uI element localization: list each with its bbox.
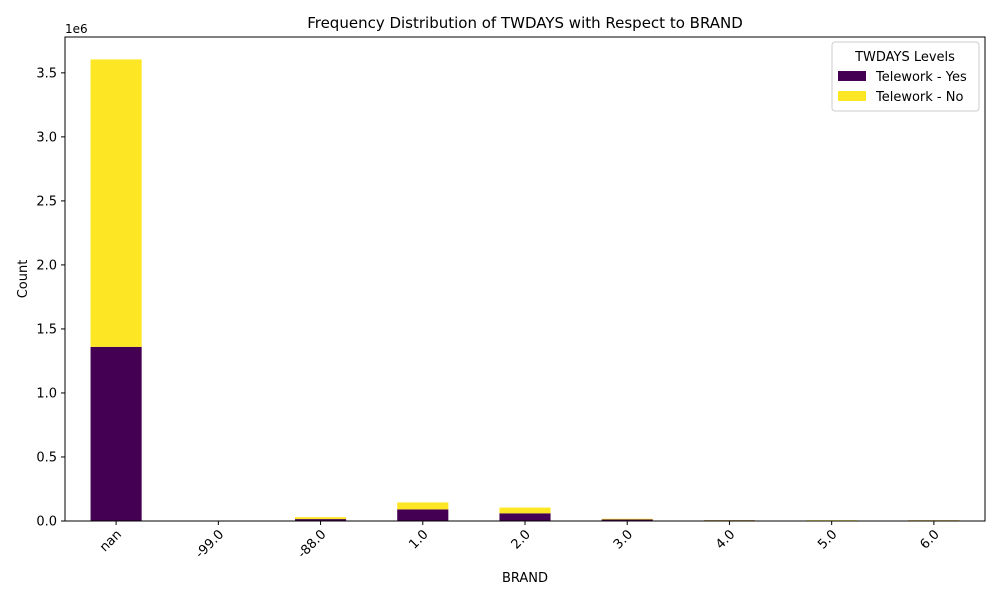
legend: TWDAYS Levels Telework - Yes Telework - … bbox=[831, 41, 980, 112]
legend-frame bbox=[831, 41, 980, 112]
bar-no-2 bbox=[295, 517, 347, 520]
y-tick-label: 2.5 bbox=[36, 194, 57, 209]
legend-title: TWDAYS Levels bbox=[854, 50, 955, 65]
legend-swatch-yes bbox=[838, 71, 866, 81]
x-tick-label: -99.0 bbox=[193, 527, 227, 561]
x-axis-label: BRAND bbox=[502, 571, 548, 586]
legend-label-no: Telework - No bbox=[875, 90, 963, 105]
bar-yes-2 bbox=[295, 519, 347, 521]
bar-no-0 bbox=[90, 59, 142, 347]
x-axis: nan -99.0 -88.0 1.0 2.0 3.0 4.0 5.0 6.0 bbox=[97, 521, 943, 562]
y-tick-label: 0.0 bbox=[36, 515, 57, 530]
bars-group bbox=[90, 59, 960, 521]
chart-title: Frequency Distribution of TWDAYS with Re… bbox=[307, 14, 743, 32]
bar-yes-4 bbox=[499, 513, 551, 521]
x-tick-label: 3.0 bbox=[611, 527, 636, 552]
bar-yes-5 bbox=[601, 519, 653, 521]
y-tick-label: 1.5 bbox=[36, 322, 57, 337]
bar-no-5 bbox=[601, 518, 653, 520]
bar-yes-3 bbox=[397, 509, 449, 521]
y-tick-label: 0.5 bbox=[36, 450, 57, 465]
x-tick-label: 2.0 bbox=[509, 527, 534, 552]
y-tick-label: 1.0 bbox=[36, 386, 57, 401]
legend-swatch-no bbox=[838, 91, 866, 101]
y-offset-label: 1e6 bbox=[65, 22, 88, 36]
x-tick-label: -88.0 bbox=[295, 527, 329, 561]
x-tick-label: 5.0 bbox=[815, 527, 840, 552]
legend-label-yes: Telework - Yes bbox=[875, 70, 967, 85]
x-tick-label: 4.0 bbox=[713, 527, 738, 552]
bar-no-3 bbox=[397, 502, 449, 510]
bar-no-4 bbox=[499, 507, 551, 514]
y-tick-label: 2.0 bbox=[36, 258, 57, 273]
y-axis-label: Count bbox=[16, 260, 31, 299]
x-tick-label: 1.0 bbox=[406, 527, 431, 552]
x-tick-label: 6.0 bbox=[917, 527, 942, 552]
y-tick-label: 3.0 bbox=[36, 130, 57, 145]
y-axis: 0.0 0.5 1.0 1.5 2.0 2.5 3.0 3.5 bbox=[36, 66, 65, 530]
x-tick-label: nan bbox=[97, 527, 125, 555]
y-tick-label: 3.5 bbox=[36, 66, 57, 81]
bar-yes-0 bbox=[90, 346, 142, 521]
